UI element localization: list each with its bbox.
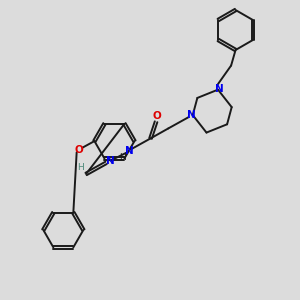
- Text: O: O: [74, 145, 83, 155]
- Text: H: H: [77, 163, 84, 172]
- Text: N: N: [106, 156, 115, 166]
- Text: N: N: [187, 110, 196, 120]
- Text: H: H: [119, 153, 126, 162]
- Text: N: N: [215, 83, 224, 94]
- Text: N: N: [125, 146, 134, 156]
- Text: O: O: [153, 111, 162, 121]
